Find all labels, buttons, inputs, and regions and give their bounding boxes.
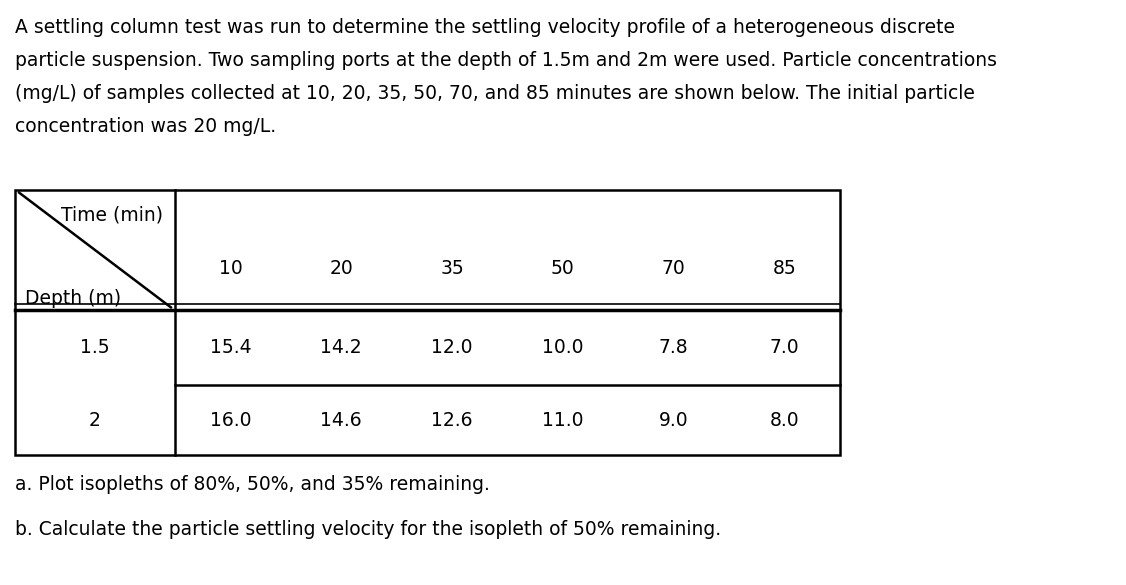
Text: 8.0: 8.0 xyxy=(770,411,799,429)
Text: A settling column test was run to determine the settling velocity profile of a h: A settling column test was run to determ… xyxy=(15,18,955,37)
Text: 35: 35 xyxy=(440,259,464,277)
Text: 15.4: 15.4 xyxy=(209,338,251,357)
Text: 9.0: 9.0 xyxy=(659,411,689,429)
Text: 12.0: 12.0 xyxy=(431,338,473,357)
Text: 14.2: 14.2 xyxy=(321,338,363,357)
Text: 1.5: 1.5 xyxy=(80,338,110,357)
Text: 7.0: 7.0 xyxy=(770,338,799,357)
Text: Depth (m): Depth (m) xyxy=(25,289,120,308)
Text: 85: 85 xyxy=(772,259,796,277)
Text: 2: 2 xyxy=(89,411,101,429)
Text: 10.0: 10.0 xyxy=(542,338,583,357)
Text: 11.0: 11.0 xyxy=(542,411,583,429)
Text: 7.8: 7.8 xyxy=(659,338,689,357)
Text: 10: 10 xyxy=(218,259,242,277)
Text: b. Calculate the particle settling velocity for the isopleth of 50% remaining.: b. Calculate the particle settling veloc… xyxy=(15,520,721,539)
Text: 12.6: 12.6 xyxy=(431,411,473,429)
Text: (mg/L) of samples collected at 10, 20, 35, 50, 70, and 85 minutes are shown belo: (mg/L) of samples collected at 10, 20, 3… xyxy=(15,84,975,103)
Text: 50: 50 xyxy=(551,259,574,277)
Text: 16.0: 16.0 xyxy=(209,411,251,429)
Text: Time (min): Time (min) xyxy=(61,206,162,225)
Text: particle suspension. Two sampling ports at the depth of 1.5m and 2m were used. P: particle suspension. Two sampling ports … xyxy=(15,51,997,70)
Text: 20: 20 xyxy=(330,259,354,277)
Text: concentration was 20 mg/L.: concentration was 20 mg/L. xyxy=(15,117,276,136)
Text: a. Plot isopleths of 80%, 50%, and 35% remaining.: a. Plot isopleths of 80%, 50%, and 35% r… xyxy=(15,475,490,494)
Text: 70: 70 xyxy=(662,259,686,277)
Text: 14.6: 14.6 xyxy=(321,411,363,429)
